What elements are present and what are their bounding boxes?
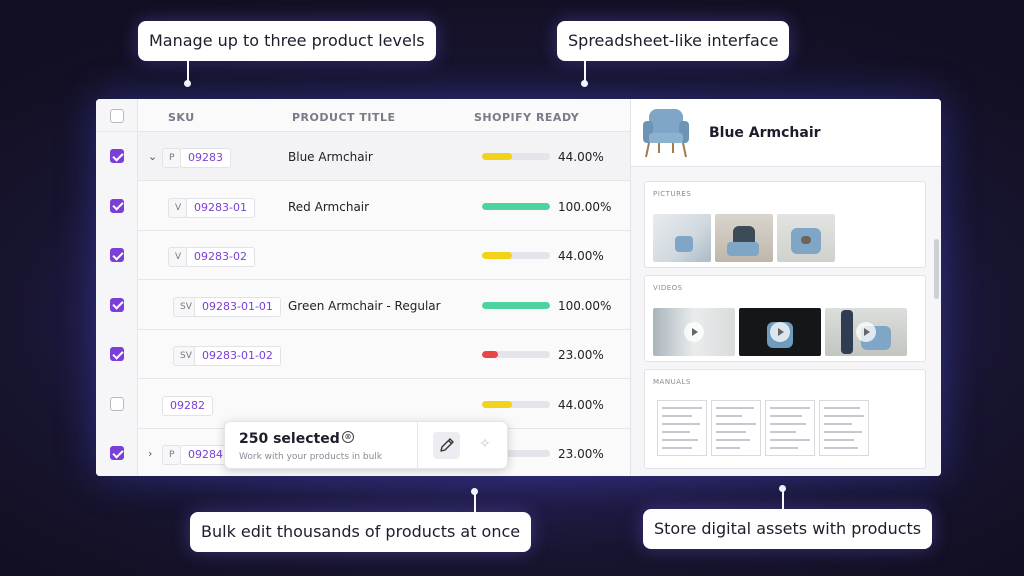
sku-link[interactable]: 09283 [180, 148, 231, 168]
row-checkbox[interactable] [110, 347, 124, 361]
level-badge: P [162, 445, 182, 465]
shopify-ready-percent: 44.00% [558, 397, 604, 412]
pencil-icon [440, 438, 454, 452]
sku-link[interactable]: 09283-01-02 [194, 346, 281, 366]
videos-section: VIDEOS [644, 275, 926, 362]
row-checkbox[interactable] [110, 149, 124, 163]
callout-pointer-line [781, 489, 784, 509]
picture-thumbnail[interactable] [777, 214, 835, 262]
shopify-ready-progress-bar [482, 202, 550, 210]
sku-link[interactable]: 09282 [162, 395, 213, 416]
callout-pointer-dot [184, 80, 191, 87]
shopify-ready-percent: 100.00% [558, 199, 612, 214]
callout-digital-assets: Store digital assets with products [643, 509, 933, 549]
armchair-icon [643, 109, 689, 158]
picture-thumbnail[interactable] [653, 214, 711, 262]
chevron-right-icon[interactable]: › [148, 447, 153, 460]
progress-fill [482, 301, 550, 309]
sku-link[interactable]: 09283-02 [186, 247, 255, 267]
table-row[interactable]: SV 09283-01-01 Green Armchair - Regular 100… [138, 281, 630, 330]
ai-sparkle-icon[interactable]: ✧ [479, 436, 491, 452]
manuals-label: MANUALS [653, 378, 691, 386]
shopify-ready-percent: 100.00% [558, 298, 612, 313]
callout-pointer-dot [581, 80, 588, 87]
product-title-cell[interactable]: Red Armchair [288, 199, 370, 214]
callout-spreadsheet: Spreadsheet-like interface [557, 21, 790, 61]
shopify-ready-progress-bar [482, 301, 550, 309]
shopify-ready-percent: 23.00% [558, 447, 604, 461]
level-badge: P [162, 148, 182, 168]
row-checkbox[interactable] [110, 446, 124, 460]
progress-fill [482, 400, 512, 408]
manual-page[interactable] [819, 400, 869, 456]
bulk-subtitle: Work with your products in bulk [239, 452, 383, 462]
row-checkbox[interactable] [110, 198, 124, 213]
play-icon [856, 322, 876, 342]
selected-count: 250 selected [239, 431, 340, 447]
header-shopify-ready[interactable]: SHOPIFY READY [474, 111, 580, 124]
panel-header: Blue Armchair [631, 99, 941, 167]
panel-product-title: Blue Armchair [709, 125, 821, 141]
bulk-action-popup: 250 selected ⊗ Work with your products i… [224, 421, 508, 470]
table-row[interactable]: ⌄ P 09283 Blue Armchair 44.00% [138, 132, 630, 181]
panel-scrollbar[interactable] [934, 239, 939, 299]
callout-pointer-dot [471, 488, 478, 495]
product-title-cell[interactable]: Blue Armchair [288, 150, 373, 164]
shopify-ready-percent: 23.00% [558, 348, 604, 362]
progress-fill [482, 351, 498, 358]
header-product-title[interactable]: PRODUCT TITLE [292, 111, 396, 124]
callout-pointer-dot [779, 485, 786, 492]
row-checkbox[interactable] [110, 248, 124, 262]
product-table: SKU PRODUCT TITLE SHOPIFY READY ⌄ P 09283 B… [96, 99, 630, 476]
shopify-ready-progress-bar [482, 351, 550, 358]
callout-product-levels: Manage up to three product levels [138, 21, 436, 61]
bulk-edit-button[interactable] [433, 432, 460, 459]
row-checkbox[interactable] [110, 297, 124, 312]
callout-bulk-edit: Bulk edit thousands of products at once [190, 512, 532, 552]
clear-selection-icon[interactable]: ⊗ [342, 431, 354, 443]
row-checkbox[interactable] [110, 396, 124, 411]
picture-thumbnail[interactable] [715, 214, 773, 262]
videos-label: VIDEOS [653, 284, 683, 292]
product-title-cell[interactable]: Green Armchair - Regular [288, 298, 441, 313]
shopify-ready-percent: 44.00% [558, 150, 604, 164]
chevron-down-icon[interactable]: ⌄ [148, 150, 158, 163]
sku-link[interactable]: 09283-01-01 [194, 296, 281, 317]
manuals-section: MANUALS [644, 369, 926, 469]
table-row[interactable]: V 09283-02 44.00% [138, 231, 630, 280]
shopify-ready-progress-bar [482, 252, 550, 259]
manual-page[interactable] [711, 400, 761, 456]
manual-page[interactable] [765, 400, 815, 456]
table-row[interactable]: V 09283-01 Red Armchair 100.00% [138, 182, 630, 231]
product-manager-card: SKU PRODUCT TITLE SHOPIFY READY ⌄ P 09283 B… [96, 99, 941, 476]
progress-fill [482, 252, 512, 259]
header-sku[interactable]: SKU [168, 111, 195, 124]
shopify-ready-percent: 44.00% [558, 249, 604, 263]
pictures-section: PICTURES [644, 181, 926, 268]
pictures-label: PICTURES [653, 190, 692, 198]
table-row[interactable]: SV 09283-01-02 23.00% [138, 330, 630, 379]
progress-fill [482, 202, 550, 210]
video-thumbnail[interactable] [739, 308, 821, 356]
play-icon [684, 322, 704, 342]
callout-pointer-line [583, 61, 586, 81]
level-badge: V [168, 247, 189, 267]
bulk-divider [417, 422, 418, 470]
progress-fill [482, 153, 512, 160]
video-thumbnail[interactable] [825, 308, 907, 356]
shopify-ready-progress-bar [482, 400, 550, 408]
select-all-checkbox[interactable] [110, 109, 124, 123]
callout-pointer-line [473, 492, 476, 512]
product-detail-panel: Blue Armchair PICTURES VIDEOS [630, 99, 941, 476]
callout-pointer-line [186, 61, 189, 81]
sku-link[interactable]: 09283-01 [186, 197, 255, 218]
manual-page[interactable] [657, 400, 707, 456]
table-header: SKU PRODUCT TITLE SHOPIFY READY [96, 99, 630, 132]
video-thumbnail[interactable] [653, 308, 735, 356]
play-icon [770, 322, 790, 342]
shopify-ready-progress-bar [482, 153, 550, 160]
